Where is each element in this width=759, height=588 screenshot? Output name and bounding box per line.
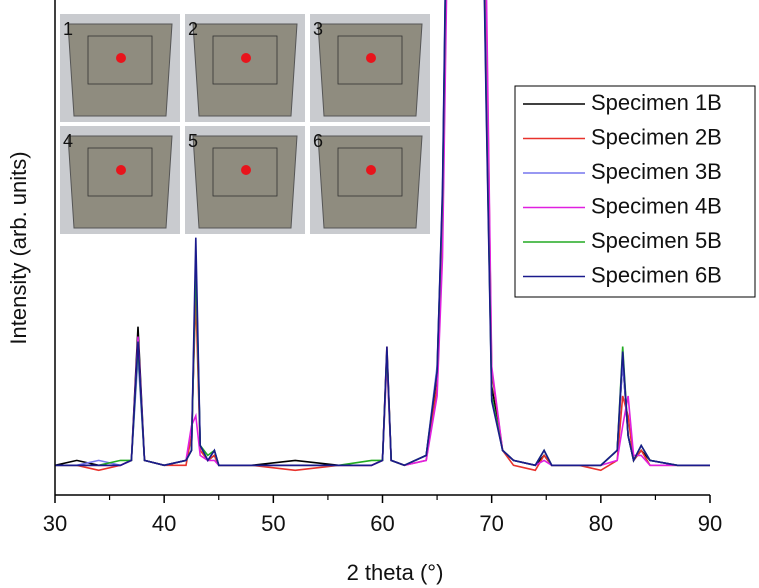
photo-plate — [192, 135, 298, 229]
legend-label: Specimen 1B — [591, 90, 722, 115]
photo-plate — [67, 23, 173, 117]
photo-number: 2 — [188, 19, 198, 39]
photo-grid — [337, 147, 403, 197]
x-tick-label: 50 — [261, 511, 285, 536]
plot-area — [55, 0, 710, 472]
photo-grid — [87, 147, 153, 197]
x-tick-label: 60 — [370, 511, 394, 536]
legend-label: Specimen 4B — [591, 193, 722, 218]
photo-plate — [67, 135, 173, 229]
inset-photos: 1 2 3 4 5 6 — [60, 14, 430, 234]
photo-grid — [212, 35, 278, 85]
photo-dot — [366, 53, 376, 63]
legend-label: Specimen 6B — [591, 262, 722, 287]
legend-label: Specimen 3B — [591, 159, 722, 184]
photo-number: 3 — [313, 19, 323, 39]
photo-number: 4 — [63, 131, 73, 151]
x-tick-label: 90 — [698, 511, 722, 536]
photo-plate — [317, 23, 423, 117]
photo-dot — [366, 165, 376, 175]
photo-plate — [192, 23, 298, 117]
photo-grid — [337, 35, 403, 85]
photo-dot — [116, 165, 126, 175]
photo-dot — [241, 165, 251, 175]
x-tick-label: 70 — [479, 511, 503, 536]
photo-number: 6 — [313, 131, 323, 151]
photo-number: 5 — [188, 131, 198, 151]
series-line — [55, 0, 710, 467]
photo-plate — [317, 135, 423, 229]
photo-grid — [212, 147, 278, 197]
legend-box — [514, 85, 756, 298]
legend-label: Specimen 2B — [591, 124, 722, 149]
x-tick-label: 80 — [589, 511, 613, 536]
x-tick-label: 40 — [152, 511, 176, 536]
legend-label: Specimen 5B — [591, 228, 722, 253]
y-axis-label: Intensity (arb. units) — [6, 151, 31, 344]
x-tick-label: 30 — [43, 511, 67, 536]
series-line — [55, 0, 710, 472]
photo-number: 1 — [63, 19, 73, 39]
photo-dot — [116, 53, 126, 63]
photo-grid — [87, 35, 153, 85]
photo-dot — [241, 53, 251, 63]
x-axis-label: 2 theta (°) — [347, 560, 444, 585]
